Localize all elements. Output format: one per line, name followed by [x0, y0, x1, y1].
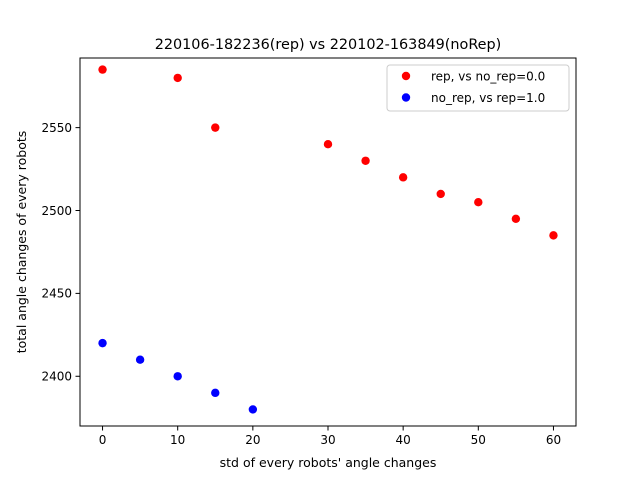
data-point-series-1 — [511, 214, 521, 223]
data-point-series-1 — [549, 231, 558, 240]
data-point-series-2 — [248, 405, 258, 414]
data-point-series-1 — [323, 139, 333, 149]
y-tick-label: 2500 — [41, 204, 72, 218]
x-tick-label: 30 — [320, 433, 335, 447]
data-point-series-1 — [361, 156, 370, 165]
data-point-series-1 — [173, 73, 182, 83]
data-points — [98, 65, 558, 414]
x-tick-label: 60 — [546, 433, 561, 447]
data-point-series-2 — [211, 388, 220, 398]
chart-title: 220106-182236(rep) vs 220102-163849(noRe… — [155, 37, 502, 53]
legend-marker — [401, 93, 411, 102]
legend-marker — [401, 71, 411, 81]
y-tick-label: 2400 — [41, 370, 72, 384]
y-axis-ticks: 2400 2450 2500 2550 — [41, 121, 80, 384]
data-point-series-2 — [135, 355, 145, 364]
y-tick-label: 2550 — [41, 121, 72, 135]
legend-label: rep, vs no_rep=0.0 — [431, 69, 545, 83]
data-point-series-1 — [398, 173, 408, 182]
x-axis-ticks: 0 10 20 30 40 50 60 — [99, 426, 561, 447]
x-tick-label: 20 — [245, 433, 260, 447]
plot-frame — [79, 57, 577, 427]
data-point-series-1 — [474, 198, 483, 207]
data-point-series-1 — [98, 65, 107, 74]
x-tick-label: 10 — [170, 433, 185, 447]
data-point-series-1 — [436, 189, 445, 199]
x-tick-label: 40 — [396, 433, 411, 447]
legend-box — [386, 64, 570, 112]
x-axis-label: std of every robots' angle changes — [220, 455, 437, 470]
data-point-series-1 — [211, 123, 220, 132]
legend: rep, vs no_rep=0.0 no_rep, vs rep=1.0 — [386, 64, 570, 112]
data-point-series-2 — [173, 372, 182, 381]
data-point-series-2 — [98, 338, 107, 348]
x-tick-label: 50 — [471, 433, 486, 447]
y-axis-label: total angle changes of every robots — [14, 131, 29, 354]
legend-label: no_rep, vs rep=1.0 — [431, 91, 545, 105]
y-tick-label: 2450 — [41, 287, 72, 301]
legend-entries: rep, vs no_rep=0.0 no_rep, vs rep=1.0 — [401, 69, 545, 105]
x-tick-label: 0 — [99, 433, 107, 447]
